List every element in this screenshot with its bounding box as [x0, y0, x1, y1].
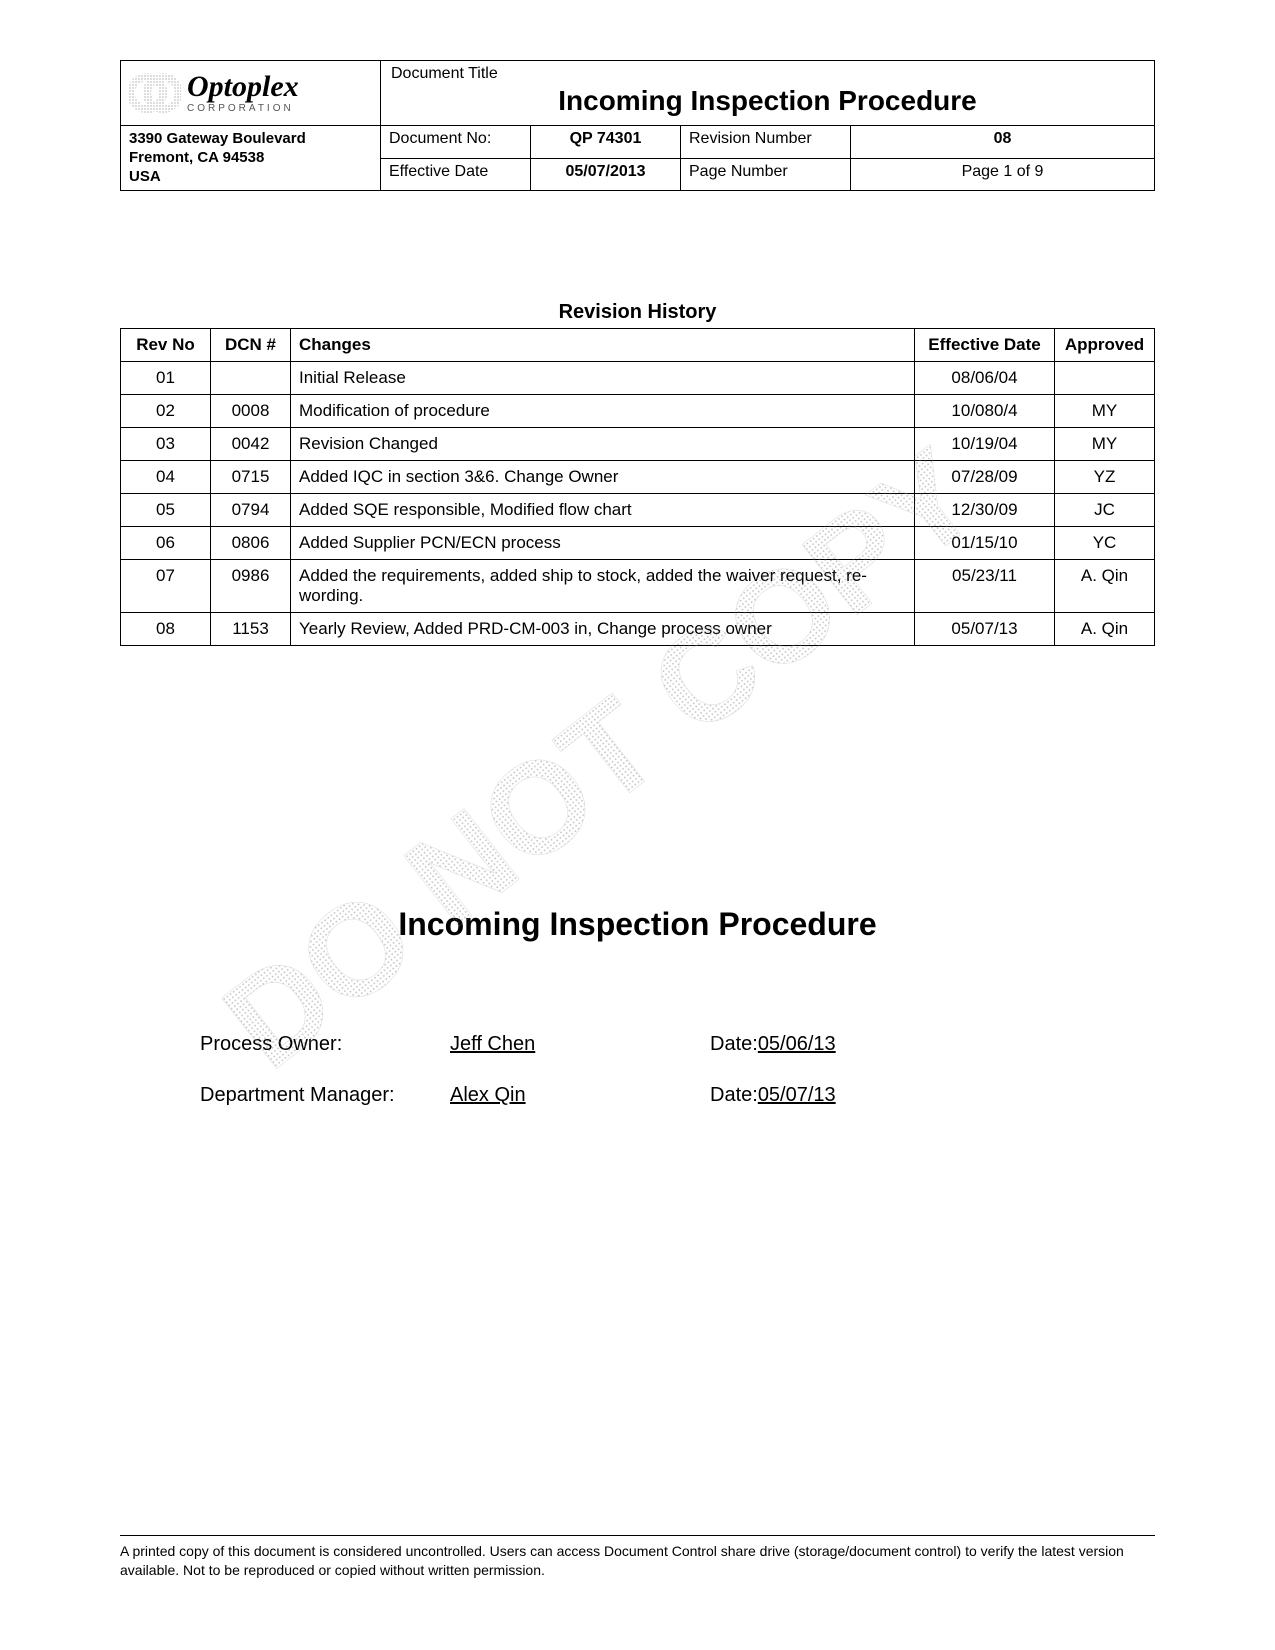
- table-cell: A. Qin: [1055, 560, 1155, 613]
- table-cell: 07/28/09: [915, 461, 1055, 494]
- table-cell: 01/15/10: [915, 527, 1055, 560]
- table-cell: 05/23/11: [915, 560, 1055, 613]
- table-row: 050794Added SQE responsible, Modified fl…: [121, 494, 1155, 527]
- logo-text: Optoplex CORPORATION: [187, 72, 299, 114]
- owner-row: Process Owner: Jeff Chen Date: 05/06/13: [200, 1033, 1155, 1056]
- col-eff: Effective Date: [915, 329, 1055, 362]
- table-cell: 0794: [211, 494, 291, 527]
- table-cell: 03: [121, 428, 211, 461]
- col-dcn: DCN #: [211, 329, 291, 362]
- title-cell: Document Title Incoming Inspection Proce…: [381, 61, 1154, 126]
- mgr-label: Department Manager:: [200, 1084, 450, 1107]
- table-cell: 10/19/04: [915, 428, 1055, 461]
- table-cell: 06: [121, 527, 211, 560]
- table-cell: 0715: [211, 461, 291, 494]
- table-cell: Revision Changed: [291, 428, 915, 461]
- page-label: Page Number: [681, 159, 851, 191]
- table-cell: 08/06/04: [915, 362, 1055, 395]
- table-header-row: Rev No DCN # Changes Effective Date Appr…: [121, 329, 1155, 362]
- table-cell: 10/080/4: [915, 395, 1055, 428]
- doc-title: Incoming Inspection Procedure: [391, 85, 1144, 117]
- owner-name: Jeff Chen: [450, 1033, 710, 1056]
- document-header: Optoplex CORPORATION Document Title Inco…: [120, 60, 1155, 191]
- table-cell: MY: [1055, 395, 1155, 428]
- doc-no-label: Document No:: [381, 126, 531, 159]
- eff-date-label: Effective Date: [381, 159, 531, 191]
- table-cell: [1055, 362, 1155, 395]
- table-cell: [211, 362, 291, 395]
- page-number: Page 1 of 9: [851, 159, 1154, 191]
- table-cell: 0042: [211, 428, 291, 461]
- main-title: Incoming Inspection Procedure: [120, 906, 1155, 943]
- logo-cell: Optoplex CORPORATION: [121, 61, 381, 126]
- table-cell: JC: [1055, 494, 1155, 527]
- table-row: 01 Initial Release08/06/04: [121, 362, 1155, 395]
- address-line3: USA: [129, 168, 372, 187]
- doc-title-label: Document Title: [391, 65, 1144, 83]
- company-name: Optoplex: [187, 72, 299, 102]
- address-line2: Fremont, CA 94538: [129, 149, 372, 168]
- table-row: 020008Modification of procedure10/080/4M…: [121, 395, 1155, 428]
- revision-history-title: Revision History: [120, 301, 1155, 324]
- meta-grid: Document No: QP 74301 Revision Number 08…: [381, 126, 1154, 190]
- table-cell: 02: [121, 395, 211, 428]
- col-changes: Changes: [291, 329, 915, 362]
- signature-block: Process Owner: Jeff Chen Date: 05/06/13 …: [120, 1033, 1155, 1107]
- table-cell: 05: [121, 494, 211, 527]
- table-cell: 0008: [211, 395, 291, 428]
- table-row: 030042Revision Changed10/19/04MY: [121, 428, 1155, 461]
- address-cell: 3390 Gateway Boulevard Fremont, CA 94538…: [121, 126, 381, 190]
- table-cell: A. Qin: [1055, 613, 1155, 646]
- owner-date-label: Date:: [710, 1033, 758, 1056]
- table-cell: YC: [1055, 527, 1155, 560]
- table-row: 060806Added Supplier PCN/ECN process01/1…: [121, 527, 1155, 560]
- table-cell: MY: [1055, 428, 1155, 461]
- mgr-row: Department Manager: Alex Qin Date: 05/07…: [200, 1084, 1155, 1107]
- table-cell: 05/07/13: [915, 613, 1055, 646]
- address-line1: 3390 Gateway Boulevard: [129, 130, 372, 149]
- table-cell: 0806: [211, 527, 291, 560]
- table-cell: Yearly Review, Added PRD-CM-003 in, Chan…: [291, 613, 915, 646]
- owner-label: Process Owner:: [200, 1033, 450, 1056]
- table-cell: Modification of procedure: [291, 395, 915, 428]
- table-cell: Added SQE responsible, Modified flow cha…: [291, 494, 915, 527]
- table-cell: 04: [121, 461, 211, 494]
- company-suffix: CORPORATION: [187, 104, 299, 114]
- table-cell: Added Supplier PCN/ECN process: [291, 527, 915, 560]
- table-cell: 12/30/09: [915, 494, 1055, 527]
- mgr-date-label: Date:: [710, 1084, 758, 1107]
- table-cell: 0986: [211, 560, 291, 613]
- footer-note: A printed copy of this document is consi…: [120, 1535, 1155, 1580]
- table-cell: 1153: [211, 613, 291, 646]
- table-cell: YZ: [1055, 461, 1155, 494]
- table-cell: Added IQC in section 3&6. Change Owner: [291, 461, 915, 494]
- doc-no: QP 74301: [531, 126, 681, 159]
- table-row: 081153Yearly Review, Added PRD-CM-003 in…: [121, 613, 1155, 646]
- owner-date: 05/06/13: [758, 1033, 836, 1056]
- table-row: 040715Added IQC in section 3&6. Change O…: [121, 461, 1155, 494]
- table-cell: 01: [121, 362, 211, 395]
- table-cell: 08: [121, 613, 211, 646]
- eff-date: 05/07/2013: [531, 159, 681, 191]
- rev-no-label: Revision Number: [681, 126, 851, 159]
- col-app: Approved: [1055, 329, 1155, 362]
- table-cell: Initial Release: [291, 362, 915, 395]
- mgr-date: 05/07/13: [758, 1084, 836, 1107]
- table-cell: 07: [121, 560, 211, 613]
- table-row: 070986Added the requirements, added ship…: [121, 560, 1155, 613]
- revision-history-table: Rev No DCN # Changes Effective Date Appr…: [120, 328, 1155, 646]
- col-rev: Rev No: [121, 329, 211, 362]
- rev-no: 08: [851, 126, 1154, 159]
- table-cell: Added the requirements, added ship to st…: [291, 560, 915, 613]
- logo-icon: [129, 72, 181, 114]
- mgr-name: Alex Qin: [450, 1084, 710, 1107]
